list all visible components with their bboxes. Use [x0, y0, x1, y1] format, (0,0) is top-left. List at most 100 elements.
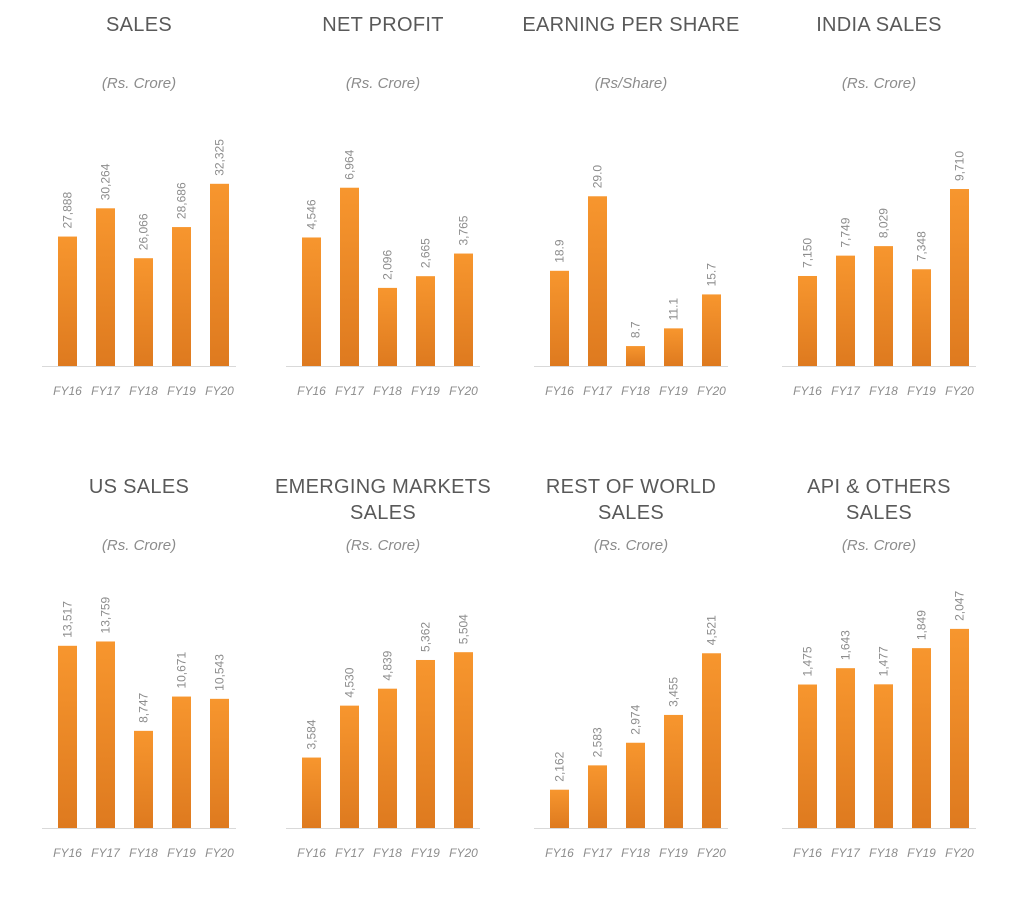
x-tick-label: FY20: [697, 384, 726, 398]
x-tick-label: FY16: [793, 846, 822, 860]
chart-unit-label: (Rs. Crore): [345, 75, 421, 92]
bar: [836, 255, 855, 366]
bar-chart-plot: 2,162 FY16 2,583 FY17 2,974 FY18 3,455 FY19 4,52…: [534, 615, 728, 860]
chart-title: SALES: [106, 14, 172, 36]
bar: [626, 346, 645, 366]
chart-title-line: SALES: [598, 502, 664, 524]
bar: [58, 236, 77, 366]
data-label: 4,530: [343, 667, 357, 697]
bar: [626, 742, 645, 828]
bar: [550, 270, 569, 366]
x-tick-label: FY16: [545, 846, 574, 860]
x-tick-label: FY19: [907, 846, 936, 860]
data-label: 15.7: [705, 263, 719, 287]
x-tick-label: FY18: [621, 384, 650, 398]
x-tick-label: FY17: [335, 846, 365, 860]
x-tick-label: FY16: [545, 384, 574, 398]
chart-unit-label: (Rs/Share): [594, 75, 668, 92]
bar: [912, 648, 931, 828]
chart-unit-label: (Rs. Crore): [841, 537, 917, 554]
data-label: 11.1: [667, 298, 681, 321]
chart-unit-label: (Rs. Crore): [101, 537, 177, 554]
bar: [550, 789, 569, 828]
x-tick-label: FY18: [373, 384, 402, 398]
data-label: 26,066: [137, 213, 151, 250]
chart-panel: NET PROFIT (Rs. Crore) 4,546 FY16 6,964 FY17 2…: [258, 0, 508, 440]
bar: [664, 328, 683, 366]
data-label: 4,521: [705, 615, 719, 645]
chart-title: EMERGING MARKETS SALES: [258, 474, 508, 526]
bar: [134, 258, 153, 366]
chart-unit-label: (Rs. Crore): [593, 537, 669, 554]
bar: [798, 684, 817, 828]
data-label: 1,475: [801, 646, 815, 676]
x-tick-label: FY19: [907, 384, 936, 398]
data-label: 2,974: [629, 704, 643, 734]
bar: [454, 253, 473, 366]
x-tick-label: FY17: [335, 384, 365, 398]
data-label: 8,029: [877, 208, 891, 238]
x-tick-label: FY18: [373, 846, 402, 860]
chart-panel: EMERGING MARKETS SALES (Rs. Crore) 3,584 FY1…: [258, 462, 508, 902]
data-label: 6,964: [343, 149, 357, 179]
x-tick-label: FY17: [583, 384, 613, 398]
data-label: 28,686: [175, 182, 189, 219]
data-label: 4,839: [381, 650, 395, 680]
bar: [378, 287, 397, 366]
bar: [302, 757, 321, 828]
bar: [96, 641, 115, 828]
data-label: 27,888: [61, 192, 75, 229]
data-label: 2,583: [591, 727, 605, 757]
bar: [172, 227, 191, 366]
data-label: 32,325: [213, 139, 227, 176]
chart-title: INDIA SALES: [816, 14, 942, 36]
data-label: 3,455: [667, 677, 681, 707]
data-label: 1,849: [915, 610, 929, 640]
bar: [912, 269, 931, 366]
data-label: 1,643: [839, 630, 853, 660]
data-label: 5,504: [457, 614, 471, 644]
data-label: 8,747: [137, 693, 151, 723]
x-tick-label: FY18: [869, 846, 898, 860]
x-tick-label: FY19: [167, 384, 196, 398]
bar: [454, 652, 473, 828]
x-tick-label: FY20: [449, 384, 478, 398]
data-label: 2,162: [553, 751, 567, 781]
chart-title: US SALES: [88, 476, 190, 498]
data-label: 9,710: [953, 151, 967, 181]
chart-panel: SALES (Rs. Crore) 27,888 FY16 30,264 FY17 26,0…: [14, 0, 264, 440]
bar: [210, 183, 229, 366]
x-tick-label: FY17: [583, 846, 613, 860]
data-label: 7,150: [801, 238, 815, 268]
x-tick-label: FY20: [945, 846, 974, 860]
chart-unit-label: (Rs. Crore): [101, 75, 177, 92]
bar: [588, 765, 607, 828]
bar: [588, 196, 607, 366]
x-tick-label: FY19: [411, 384, 440, 398]
x-tick-label: FY16: [297, 384, 326, 398]
chart-panel: INDIA SALES (Rs. Crore) 7,150 FY16 7,749 FY17…: [754, 0, 1004, 440]
bar: [950, 628, 969, 828]
data-label: 2,047: [953, 591, 967, 621]
x-tick-label: FY20: [945, 384, 974, 398]
chart-panel: US SALES (Rs. Crore) 13,517 FY16 13,759 FY17 8…: [14, 462, 264, 902]
data-label: 2,096: [381, 250, 395, 280]
x-tick-label: FY18: [129, 846, 158, 860]
x-tick-label: FY16: [53, 846, 82, 860]
data-label: 7,348: [915, 231, 929, 261]
x-tick-label: FY19: [167, 846, 196, 860]
x-tick-label: FY17: [831, 384, 861, 398]
chart-unit-label: (Rs. Crore): [841, 75, 917, 92]
chart-title: API & OTHERS SALES: [754, 474, 1004, 526]
bar: [340, 187, 359, 366]
data-label: 1,477: [877, 646, 891, 676]
bar: [416, 276, 435, 366]
data-label: 10,671: [175, 652, 189, 689]
x-tick-label: FY19: [659, 384, 688, 398]
chart-title-line: EMERGING MARKETS: [275, 476, 491, 498]
x-tick-label: FY17: [91, 846, 121, 860]
x-tick-label: FY20: [449, 846, 478, 860]
chart-title-line: SALES: [350, 502, 416, 524]
chart-unit-label: (Rs. Crore): [345, 537, 421, 554]
bar-chart-plot: 4,546 FY16 6,964 FY17 2,096 FY18 2,665 FY19 3,76…: [286, 149, 480, 398]
